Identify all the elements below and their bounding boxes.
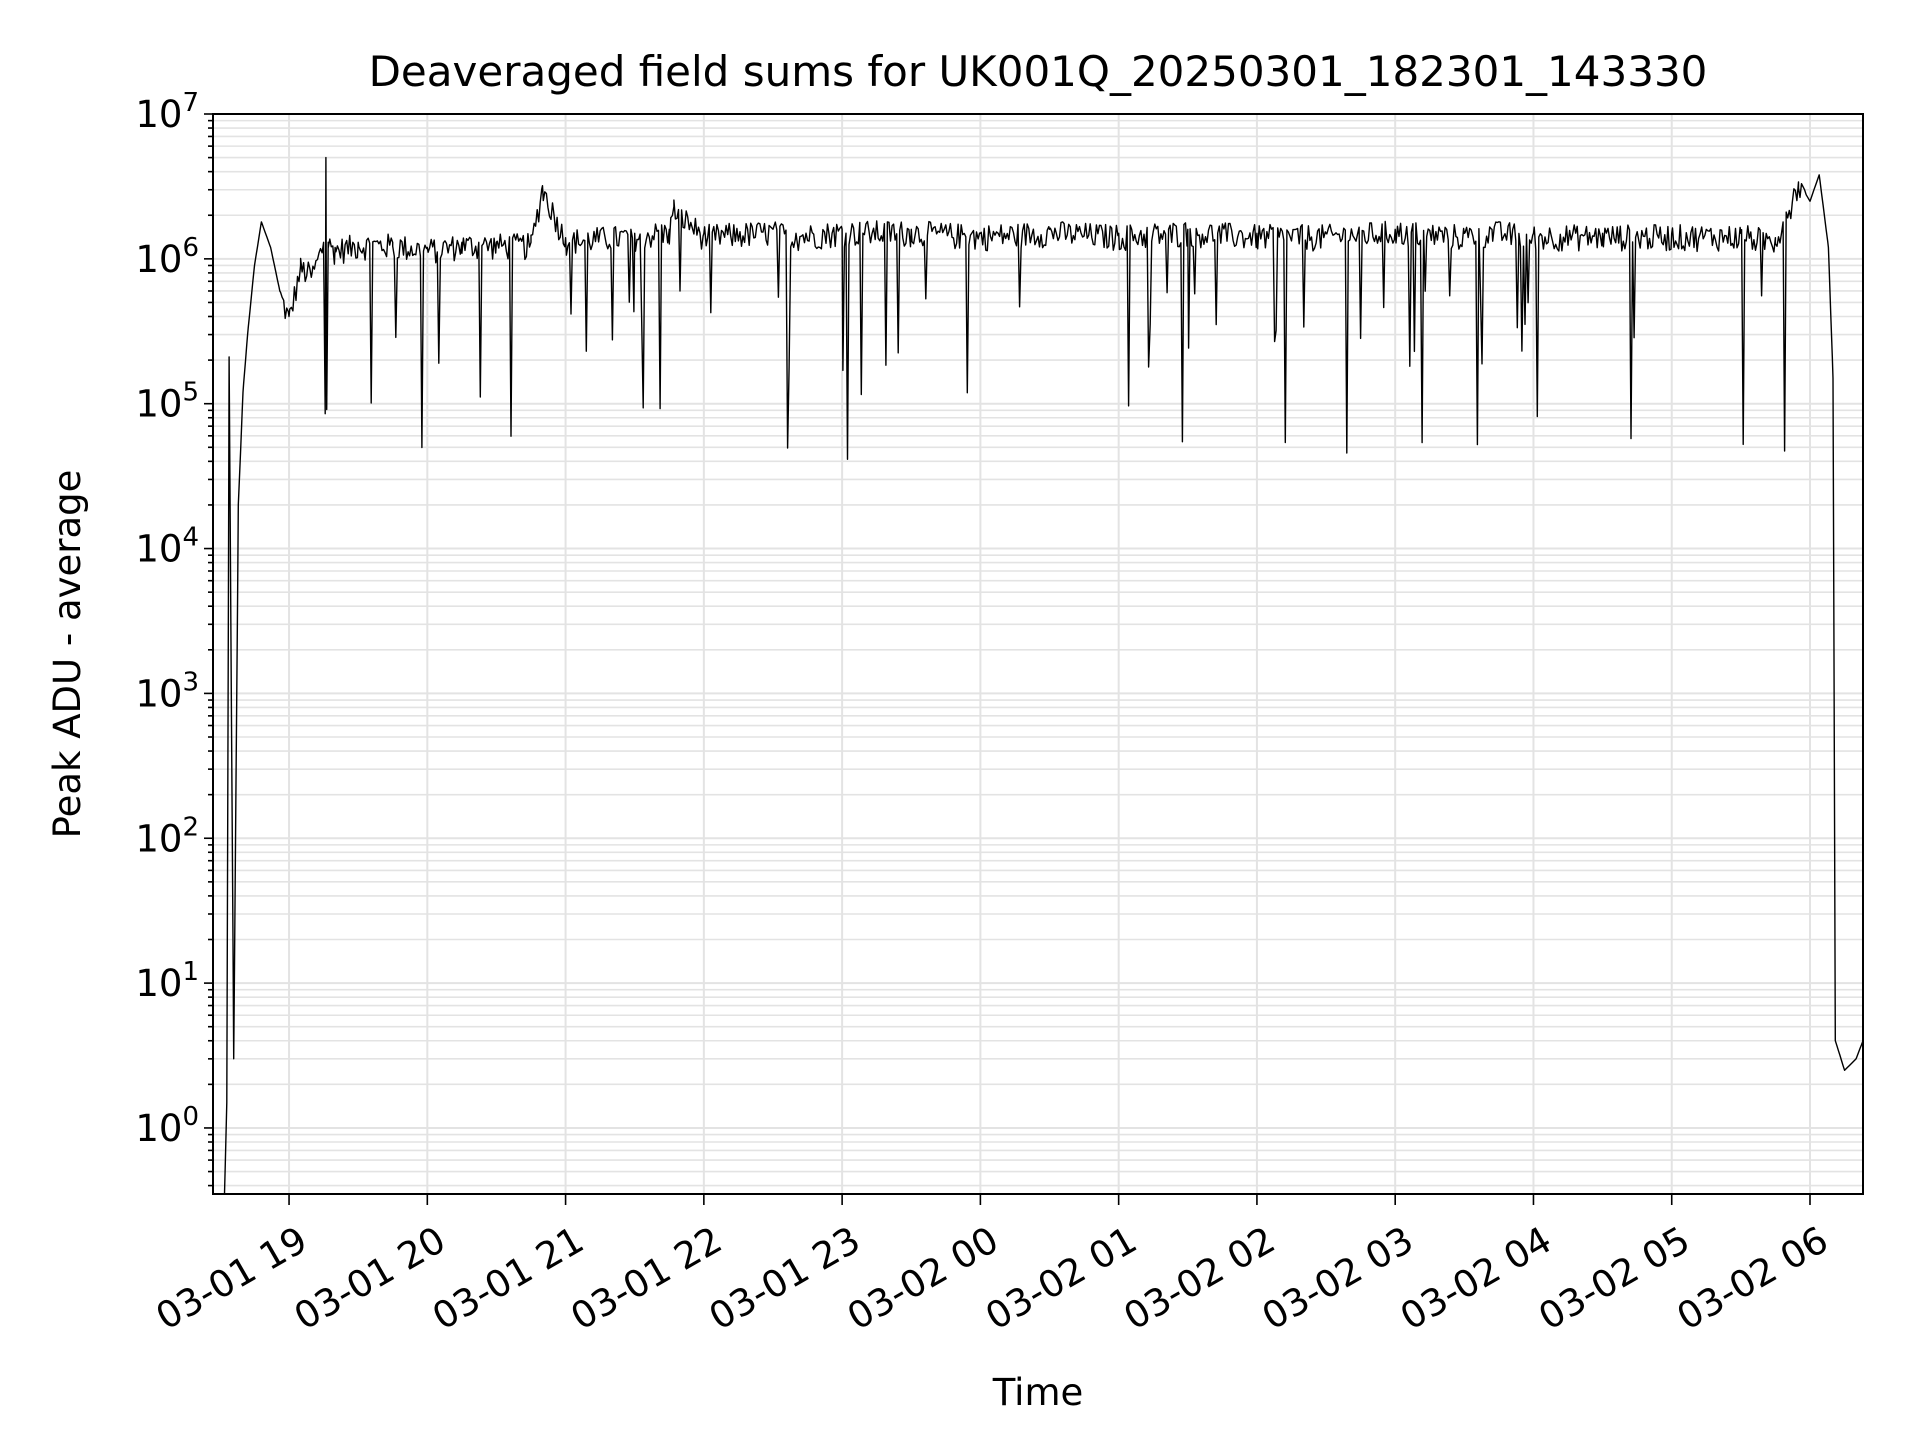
plot-area-frame: [212, 113, 1864, 1195]
x-tick-label: 03-02 00: [840, 1218, 1006, 1338]
line-series: [213, 156, 1864, 1195]
y-tick-label: 107: [135, 88, 199, 136]
y-tick-label: 106: [135, 233, 199, 281]
y-tick-label: 101: [135, 957, 199, 1005]
y-tick-label: 105: [135, 378, 199, 426]
y-tick-label: 104: [135, 523, 199, 571]
x-tick-label: 03-02 04: [1393, 1218, 1559, 1338]
y-tick-label: 100: [135, 1102, 199, 1150]
x-tick-label: 03-02 03: [1255, 1218, 1421, 1338]
y-axis-label: Peak ADU - average: [46, 470, 89, 839]
x-tick-label: 03-02 02: [1117, 1218, 1283, 1338]
x-tick-label: 03-02 06: [1670, 1218, 1836, 1338]
x-tick-label: 03-01 19: [149, 1218, 315, 1338]
x-tick-label: 03-02 05: [1531, 1218, 1697, 1338]
x-axis-label: Time: [992, 1371, 1084, 1414]
x-tick-label: 03-01 22: [564, 1218, 730, 1338]
x-tick-label: 03-01 20: [287, 1218, 453, 1338]
grid: [213, 113, 1863, 1194]
chart-title: Deaveraged field sums for UK001Q_2025030…: [369, 47, 1708, 96]
x-tick-label: 03-02 01: [978, 1218, 1144, 1338]
x-tick-label: 03-01 23: [702, 1218, 868, 1338]
x-tick-label: 03-01 21: [425, 1218, 591, 1338]
series-line: [213, 156, 1864, 1195]
y-tick-label: 102: [135, 812, 199, 860]
y-tick-label: 103: [135, 667, 199, 715]
